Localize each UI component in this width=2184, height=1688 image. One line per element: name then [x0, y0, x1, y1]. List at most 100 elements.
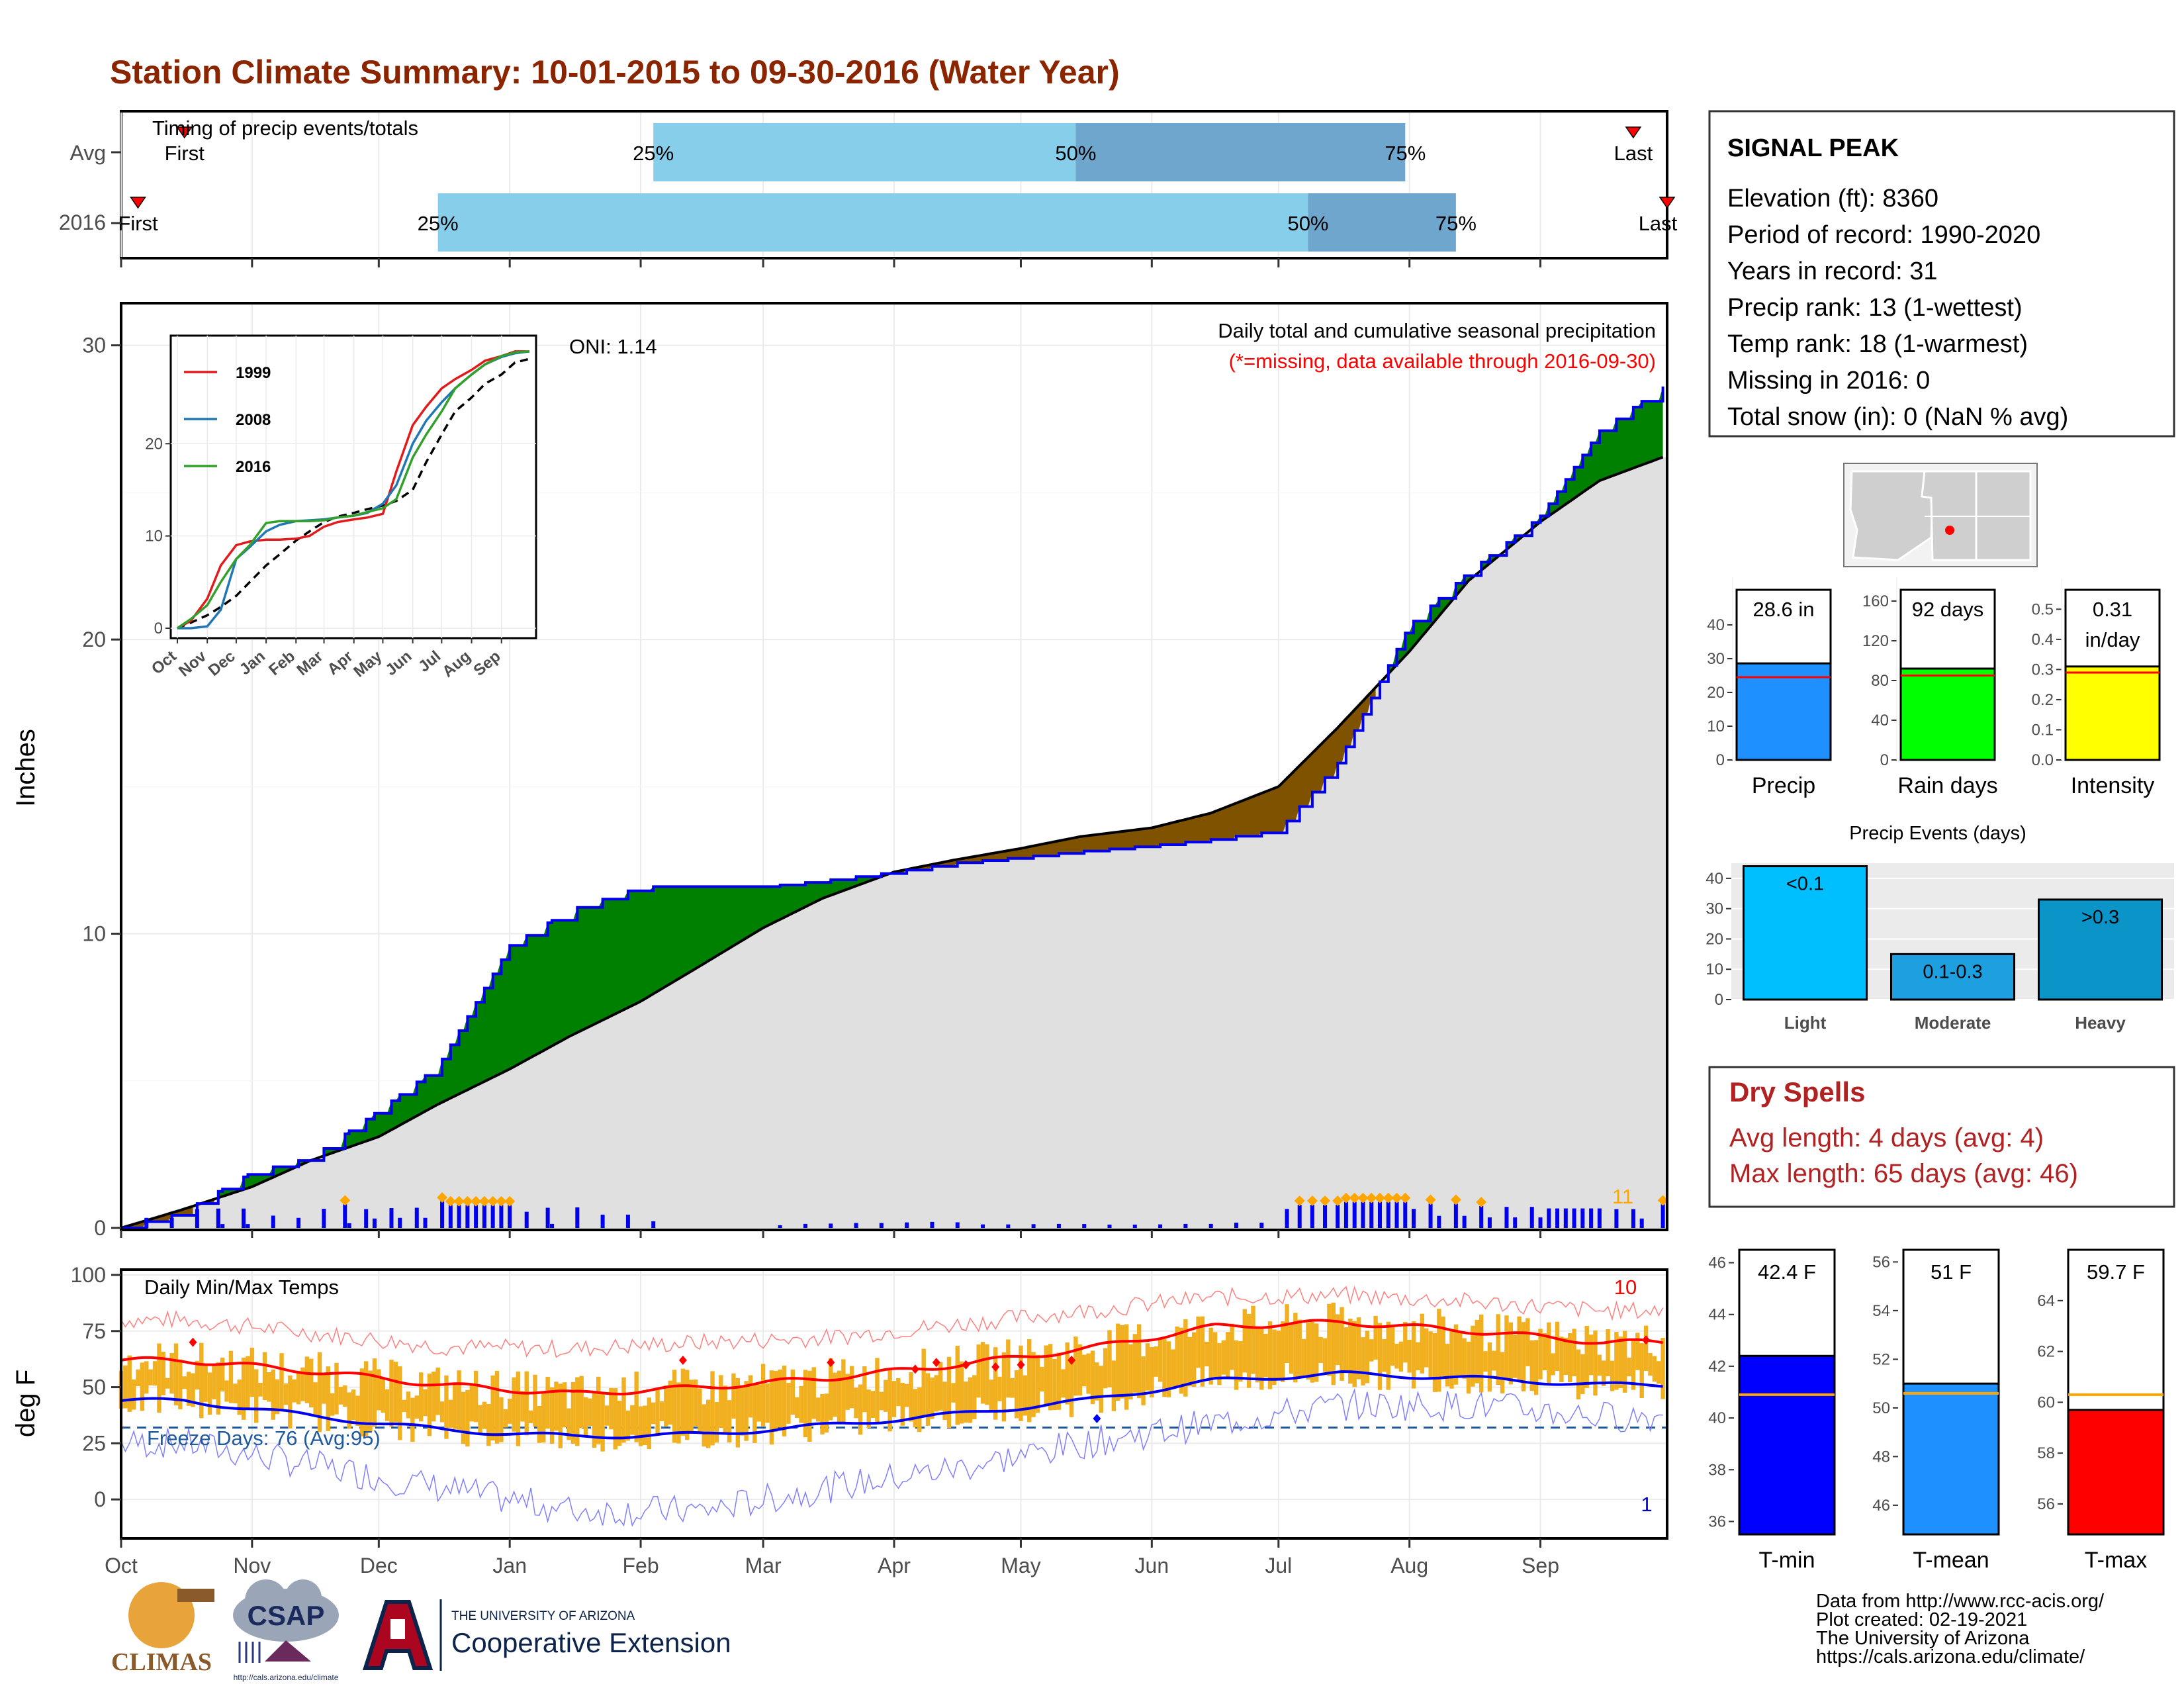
daily-temp-bar — [604, 1405, 610, 1426]
daily-precip-bar — [1538, 1217, 1543, 1228]
daily-temp-bar — [664, 1385, 668, 1427]
temp-stat-label: T-min — [1759, 1548, 1815, 1573]
stat-tick-label: 0.0 — [2032, 751, 2054, 769]
credit-line: Data from http://www.rcc-acis.org/ — [1816, 1591, 2105, 1612]
daily-temp-bar — [1521, 1322, 1526, 1391]
record-high-marker — [991, 1362, 1000, 1372]
daily-temp-bar — [258, 1382, 263, 1397]
daily-temp-bar — [406, 1391, 411, 1419]
daily-temp-bar — [1136, 1324, 1142, 1399]
inset-line-1999 — [177, 350, 529, 630]
daily-temp-bar — [279, 1353, 284, 1409]
temp-stat-bar — [1738, 1354, 1836, 1536]
daily-temp-bar — [799, 1385, 803, 1423]
daily-temp-bar — [579, 1376, 584, 1429]
daily-temp-bar — [913, 1389, 918, 1428]
stat-tick-label: 0 — [1880, 751, 1889, 769]
record-precip-marker — [1357, 1192, 1369, 1203]
daily-precip-bar — [1589, 1208, 1594, 1228]
daily-temp-bar — [803, 1370, 808, 1438]
daily-precip-bar — [1437, 1215, 1441, 1228]
daily-temp-bar — [1610, 1360, 1615, 1391]
daily-temp-bar — [744, 1381, 749, 1441]
daily-temp-bar — [1365, 1331, 1370, 1383]
daily-temp-bar — [1588, 1335, 1594, 1376]
last-event-marker-label: Last — [1639, 212, 1678, 235]
csap-rain-icon — [238, 1642, 261, 1663]
daily-precip-bar — [930, 1221, 934, 1228]
daily-temp-bar — [418, 1372, 424, 1422]
daily-temp-bar — [1217, 1343, 1222, 1385]
daily-temp-bar — [807, 1370, 812, 1442]
daily-temp-bar — [567, 1408, 571, 1440]
inset-y-tick-label: 0 — [154, 620, 163, 637]
dry-spells-box: Dry Spells Avg length: 4 days (avg: 4) M… — [1708, 1066, 2175, 1208]
daily-temp-bar — [866, 1389, 871, 1429]
daily-temp-bar — [600, 1393, 605, 1452]
daily-precip-bar — [1297, 1204, 1302, 1228]
daily-temp-bar — [625, 1410, 631, 1441]
average-min-line — [120, 1370, 1663, 1440]
daily-temp-bar — [461, 1391, 466, 1444]
timing-label-75: 75% — [1435, 212, 1477, 235]
temp-stat-tick-label: 52 — [1872, 1350, 1890, 1368]
record-precip-marker — [1375, 1192, 1385, 1203]
daily-temp-bar — [790, 1369, 796, 1415]
daily-precip-bar — [364, 1209, 369, 1228]
stat-tick-label: 40 — [1707, 616, 1725, 634]
temp-y-tick-label: 0 — [94, 1487, 106, 1511]
daily-precip-bar — [440, 1201, 445, 1228]
daily-temp-bar — [862, 1366, 867, 1413]
daily-temp-bar — [300, 1367, 305, 1401]
inset-average-line — [177, 357, 530, 630]
daily-temp-bar — [494, 1370, 500, 1444]
record-precip-marker — [1425, 1194, 1436, 1205]
temp-stat-tick-label: 48 — [1872, 1448, 1890, 1466]
daily-temp-bar — [1449, 1330, 1454, 1389]
daily-precip-bar — [1394, 1201, 1399, 1228]
precip-panel: 0 10 20 30 Inches Daily total and cumulativ… — [11, 302, 1668, 1240]
daily-precip-bar — [1547, 1208, 1551, 1228]
intensity-chart: 0.0 0.1 0.2 0.3 0.4 0.5 0.31 in/day Intensity — [2032, 578, 2161, 798]
month-label: Apr — [878, 1554, 911, 1577]
temp-stat-tick-label: 64 — [2037, 1292, 2055, 1310]
daily-temp-bar — [1492, 1350, 1496, 1371]
daily-temp-bar — [1597, 1354, 1602, 1376]
daily-precip-bar — [490, 1205, 495, 1228]
daily-temp-bar — [271, 1369, 275, 1420]
daily-temp-bar — [1348, 1319, 1353, 1384]
daily-temp-bar — [1150, 1346, 1154, 1398]
daily-precip-bar — [246, 1224, 250, 1228]
daily-temp-bar — [414, 1395, 419, 1419]
daily-temp-bar — [1382, 1338, 1387, 1372]
daily-temp-bar — [186, 1372, 191, 1406]
daily-temp-bar — [1652, 1356, 1657, 1382]
daily-temp-bar — [1559, 1336, 1564, 1383]
daily-precip-bar — [347, 1223, 351, 1228]
daily-temp-bar — [427, 1374, 432, 1436]
last-event-marker-label: Last — [1614, 142, 1653, 165]
daily-temp-bar — [1411, 1321, 1416, 1389]
daily-precip-bar — [1403, 1201, 1408, 1228]
daily-precip-bar — [1597, 1208, 1602, 1228]
daily-temp-bar — [313, 1382, 318, 1417]
record-precip-marker — [504, 1196, 516, 1207]
daily-temp-bar — [1343, 1327, 1349, 1374]
daily-precip-bar — [508, 1205, 512, 1228]
daily-temp-bar — [123, 1365, 128, 1409]
daily-temp-bar — [1154, 1346, 1158, 1377]
daily-temp-bar — [698, 1388, 702, 1434]
daily-temp-bar — [1369, 1339, 1374, 1362]
daily-precip-bar — [524, 1211, 529, 1228]
daily-temp-bar — [558, 1383, 563, 1448]
daily-temp-bar — [769, 1370, 774, 1445]
events-bar-moderate — [1890, 953, 2015, 1001]
daily-temp-bar — [849, 1366, 854, 1409]
daily-precip-bar — [1006, 1224, 1011, 1228]
climas-text: CLIMAS — [111, 1648, 212, 1676]
daily-temp-bar — [1297, 1319, 1302, 1376]
daily-temp-bar — [693, 1380, 698, 1427]
daily-precip-bar — [778, 1225, 782, 1228]
daily-precip-bar — [216, 1208, 220, 1228]
record-precip-marker — [496, 1196, 507, 1207]
